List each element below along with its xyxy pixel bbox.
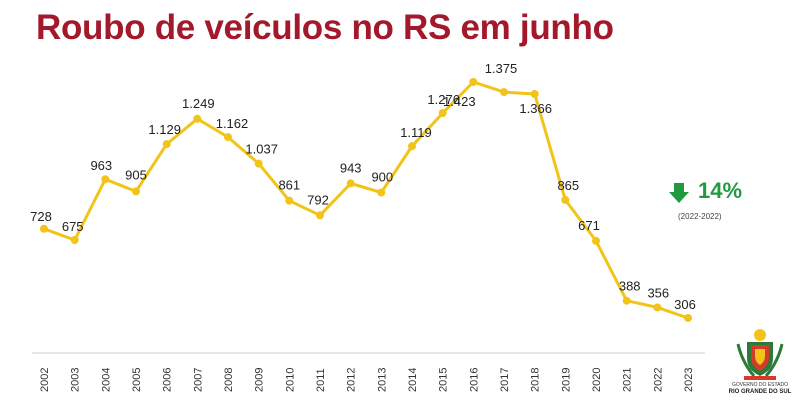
data-point-2015 bbox=[438, 109, 447, 118]
data-point-2011 bbox=[316, 211, 324, 220]
x-tick-label-2004: 2004 bbox=[100, 368, 112, 392]
series-line bbox=[43, 80, 689, 320]
data-label-2003: 675 bbox=[62, 219, 84, 234]
data-point-2007 bbox=[193, 114, 202, 123]
data-label-2013: 900 bbox=[371, 170, 393, 185]
data-label-2004: 963 bbox=[90, 158, 112, 173]
logo-text-line2: RIO GRANDE DO SUL bbox=[728, 389, 792, 395]
x-tick-label-2007: 2007 bbox=[192, 368, 204, 392]
data-point-2022 bbox=[653, 303, 662, 312]
data-point-2009 bbox=[254, 159, 263, 168]
data-label-2017: 1.375 bbox=[485, 61, 518, 76]
data-label-2006: 1.129 bbox=[148, 122, 181, 137]
x-tick-label-2021: 2021 bbox=[622, 368, 634, 392]
arrow-down-icon bbox=[669, 183, 689, 203]
x-tick-label-2015: 2015 bbox=[438, 368, 450, 392]
data-label-2002: 728 bbox=[30, 209, 52, 224]
x-tick-labels-layer: 2002 2003 2004 2005 2006 2007 2008 2009 2010 2011… bbox=[39, 368, 695, 392]
x-tick-label-2002: 2002 bbox=[39, 368, 51, 392]
data-label-2019: 865 bbox=[557, 178, 579, 193]
data-label-2018: 1.366 bbox=[519, 101, 552, 116]
x-tick-label-2013: 2013 bbox=[376, 368, 388, 392]
data-label-2010: 861 bbox=[278, 178, 300, 193]
x-tick-label-2009: 2009 bbox=[254, 368, 266, 392]
x-tick-label-2020: 2020 bbox=[591, 368, 603, 392]
data-point-2012 bbox=[346, 179, 355, 188]
x-tick-label-2019: 2019 bbox=[560, 368, 572, 392]
data-label-2009: 1.037 bbox=[245, 142, 278, 157]
data-label-2021: 388 bbox=[619, 279, 641, 294]
data-label-2007: 1.249 bbox=[182, 96, 215, 111]
data-label-2020: 671 bbox=[578, 218, 600, 233]
change-percentage: 14% bbox=[698, 178, 743, 203]
x-tick-label-2012: 2012 bbox=[346, 368, 358, 392]
data-label-2015: 1.276 bbox=[427, 92, 460, 107]
x-tick-label-2010: 2010 bbox=[284, 368, 296, 392]
x-tick-label-2008: 2008 bbox=[223, 368, 235, 392]
data-point-2004 bbox=[101, 175, 110, 184]
logo-text-line1: GOVERNO DO ESTADO bbox=[731, 382, 789, 388]
data-point-2013 bbox=[377, 188, 386, 197]
x-tick-label-2014: 2014 bbox=[407, 368, 419, 392]
x-tick-label-2005: 2005 bbox=[131, 368, 143, 392]
data-point-2002 bbox=[40, 224, 48, 233]
x-tick-label-2018: 2018 bbox=[530, 368, 542, 392]
data-point-2006 bbox=[162, 140, 171, 149]
data-label-2014: 1.119 bbox=[400, 125, 432, 140]
x-tick-label-2006: 2006 bbox=[162, 368, 174, 392]
data-point-2020 bbox=[592, 236, 600, 245]
data-point-2021 bbox=[622, 296, 631, 305]
chart-title: Roubo de veículos no RS em junho bbox=[36, 8, 614, 47]
x-tick-label-2016: 2016 bbox=[468, 368, 480, 392]
data-label-2005: 905 bbox=[125, 167, 147, 182]
data-label-2012: 943 bbox=[340, 160, 362, 175]
x-tick-label-2023: 2023 bbox=[683, 368, 695, 392]
x-tick-label-2003: 2003 bbox=[70, 368, 82, 392]
data-point-2005 bbox=[132, 187, 140, 196]
data-point-2016 bbox=[469, 78, 478, 86]
change-period: (2022-2022) bbox=[678, 212, 722, 221]
data-label-2008: 1.162 bbox=[216, 116, 249, 131]
data-point-2010 bbox=[285, 196, 294, 205]
data-point-2008 bbox=[224, 133, 232, 142]
series-layer bbox=[40, 78, 692, 322]
data-point-2023 bbox=[684, 314, 692, 322]
x-tick-label-2017: 2017 bbox=[499, 368, 511, 392]
data-label-2011: 792 bbox=[307, 192, 329, 207]
x-tick-label-2022: 2022 bbox=[652, 368, 664, 392]
data-point-2003 bbox=[70, 236, 79, 244]
data-label-2022: 356 bbox=[647, 285, 669, 300]
x-tick-label-2011: 2011 bbox=[315, 368, 327, 392]
data-label-2023: 306 bbox=[674, 297, 696, 312]
data-point-2014 bbox=[408, 142, 416, 151]
data-point-2017 bbox=[500, 88, 508, 97]
data-point-2018 bbox=[530, 90, 539, 98]
data-point-2019 bbox=[561, 195, 570, 204]
state-coat-of-arms-icon bbox=[736, 329, 784, 380]
data-label-2016: 1.423 bbox=[443, 94, 476, 109]
